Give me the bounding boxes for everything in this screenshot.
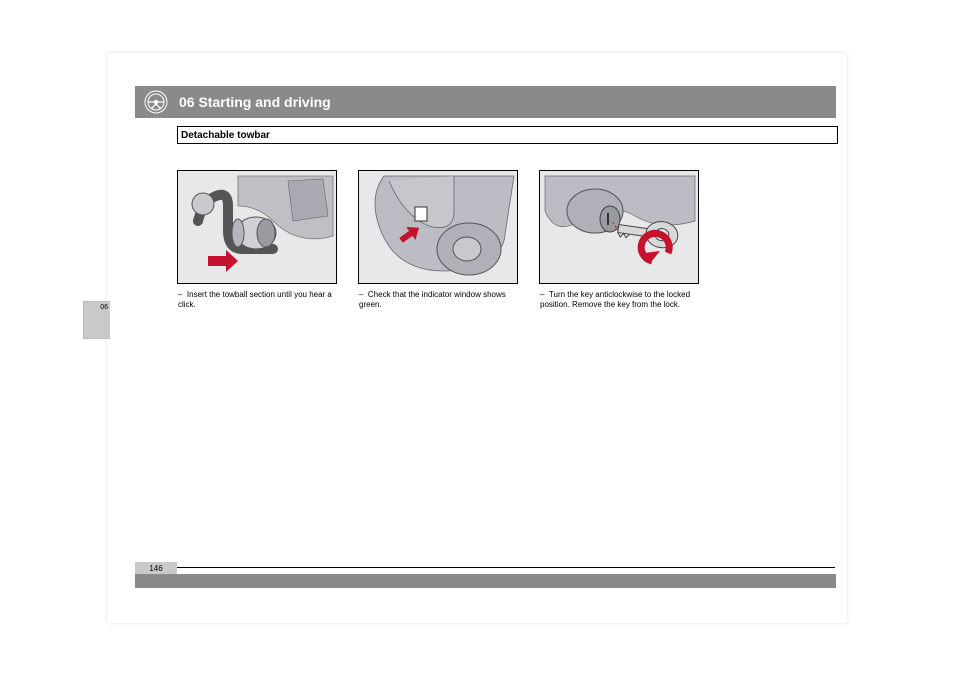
figure-3-image: G020357 bbox=[539, 170, 699, 284]
figure-2: G020356 – Check that the indicator windo… bbox=[358, 170, 516, 310]
figure-2-image: G020356 bbox=[358, 170, 518, 284]
section-subtitle-box: Detachable towbar bbox=[177, 126, 838, 144]
figure-3-caption: – Turn the key anticlockwise to the lock… bbox=[539, 290, 697, 310]
chapter-title: 06 Starting and driving bbox=[179, 94, 331, 110]
figure-2-caption: – Check that the indicator window shows … bbox=[358, 290, 516, 310]
figure-3: G020357 – Turn the key anticlockwise to … bbox=[539, 170, 697, 310]
figure-1-image: G020355 bbox=[177, 170, 337, 284]
page-number-box: 146 bbox=[135, 562, 177, 574]
figure-1: G020355 – Insert the towball section unt… bbox=[177, 170, 335, 310]
footer-bar bbox=[135, 574, 836, 588]
steering-wheel-icon bbox=[135, 86, 177, 118]
chapter-header: 06 Starting and driving bbox=[135, 86, 836, 118]
section-subtitle: Detachable towbar bbox=[181, 130, 270, 141]
manual-page: 06 06 Starting and driving Detachable to… bbox=[107, 53, 847, 623]
page-number: 146 bbox=[149, 564, 162, 573]
footer-rule bbox=[177, 567, 835, 568]
side-tab-label: 06 bbox=[100, 304, 108, 311]
side-chapter-tab: 06 bbox=[83, 301, 110, 339]
figure-1-caption: – Insert the towball section until you h… bbox=[177, 290, 335, 310]
